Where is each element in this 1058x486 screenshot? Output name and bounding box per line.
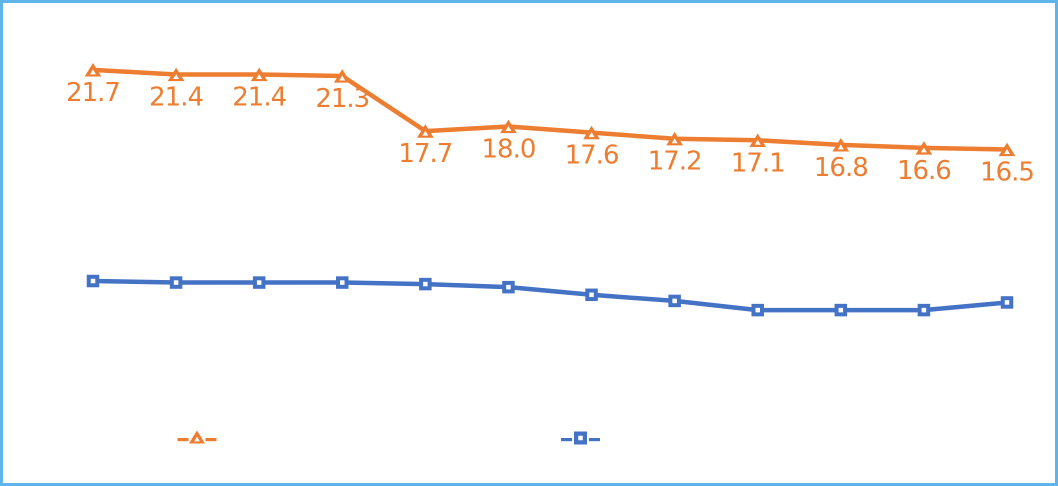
orange-triangle-series-marker-center-dot: [671, 138, 678, 144]
blue-square-series-marker: [419, 277, 432, 291]
legend-dash-right: [589, 438, 600, 442]
blue-square-series-marker-center-dot: [838, 307, 844, 313]
legend-marker-triangle: [188, 430, 206, 444]
blue-square-series-marker: [668, 294, 681, 308]
blue-square-series-marker-center-dot: [340, 280, 345, 285]
legend-dash-right: [205, 438, 217, 442]
orange-triangle-series-marker: [500, 119, 517, 134]
blue-square-series-marker: [86, 274, 100, 288]
orange-triangle-series-data-label: 16.8: [814, 153, 868, 183]
orange-triangle-series-data-label: 17.1: [731, 148, 785, 178]
orange-triangle-series-marker: [998, 142, 1016, 157]
legend-key-blue: [561, 431, 600, 445]
orange-triangle-series-marker-center-dot: [1004, 149, 1010, 154]
orange-triangle-series-marker-center-dot: [920, 147, 927, 153]
legend-marker-square-center-dot: [578, 435, 583, 441]
blue-square-series-line: [92, 278, 1008, 313]
orange-triangle-series-line: [92, 67, 1008, 152]
orange-triangle-series-data-label: 17.7: [398, 139, 452, 169]
blue-square-series-marker-center-dot: [755, 307, 760, 313]
orange-triangle-series-marker: [84, 63, 102, 77]
orange-triangle-series-marker-center-dot: [505, 126, 512, 132]
orange-triangle-series-data-label: 21.4: [232, 82, 286, 112]
orange-triangle-series-marker-center-dot: [90, 69, 96, 75]
blue-square-series-marker: [252, 276, 266, 289]
orange-triangle-series-marker: [167, 67, 185, 82]
orange-triangle-series-data-label: 17.2: [648, 147, 702, 177]
orange-triangle-series-marker-center-dot: [837, 144, 844, 150]
blue-square-series-marker-center-dot: [589, 292, 594, 298]
orange-triangle-series-data-label: 21.3: [315, 84, 369, 114]
legend: [177, 430, 600, 445]
blue-square-series-marker-center-dot: [1004, 300, 1010, 305]
blue-square-series-marker: [751, 303, 764, 317]
blue-square-series-marker-center-dot: [921, 307, 927, 313]
legend-marker-square: [574, 431, 587, 445]
orange-triangle-series-marker: [832, 138, 850, 152]
orange-triangle-series-marker-center-dot: [339, 75, 346, 81]
blue-square-series-marker: [169, 276, 183, 289]
orange-triangle-series-marker: [749, 133, 767, 147]
orange-triangle-series-marker-center-dot: [256, 74, 263, 79]
blue-square-series-marker-center-dot: [423, 281, 428, 287]
orange-triangle-series-data-label: 21.7: [66, 78, 120, 108]
orange-triangle-series-marker: [583, 125, 600, 140]
orange-triangle-series-marker: [333, 69, 351, 83]
legend-dash-left: [561, 438, 572, 442]
blue-square-series-marker: [336, 276, 349, 289]
orange-triangle-series: 21.7 21.4 21.4 21.3 17.7 18.0 17.6 17.2 17.1 16.8…: [66, 63, 1035, 187]
blue-square-series-marker-center-dot: [506, 284, 511, 290]
orange-triangle-series-data-label: 18.0: [482, 135, 536, 165]
orange-triangle-series-data-label: 16.6: [897, 156, 951, 186]
blue-square-series-marker: [585, 288, 598, 302]
orange-triangle-series-marker: [250, 67, 268, 82]
blue-square-series-marker: [917, 303, 931, 317]
orange-triangle-series-marker-center-dot: [588, 132, 595, 138]
orange-triangle-series-marker: [416, 124, 434, 138]
blue-square-series: [86, 274, 1014, 317]
orange-triangle-series-data-label: 16.5: [980, 157, 1034, 187]
orange-triangle-series-marker-center-dot: [754, 139, 761, 145]
legend-marker-triangle-center-dot: [194, 436, 200, 442]
orange-triangle-series-marker: [666, 131, 684, 146]
blue-square-series-marker-center-dot: [173, 280, 179, 285]
blue-square-series-marker: [502, 280, 515, 294]
blue-square-series-marker-center-dot: [256, 280, 262, 285]
orange-triangle-series-data-label: 21.4: [149, 82, 203, 112]
legend-dash-left: [177, 438, 189, 442]
orange-triangle-series-data-label: 17.6: [565, 141, 619, 171]
blue-square-series-marker: [834, 303, 848, 317]
orange-triangle-series-marker-center-dot: [173, 74, 180, 79]
orange-triangle-series-marker: [915, 141, 933, 155]
blue-square-series-marker: [1000, 296, 1014, 309]
legend-key-orange: [177, 430, 217, 444]
blue-square-series-marker-center-dot: [90, 278, 96, 284]
blue-square-series-marker-center-dot: [672, 298, 677, 304]
orange-triangle-series-marker-center-dot: [422, 130, 429, 136]
